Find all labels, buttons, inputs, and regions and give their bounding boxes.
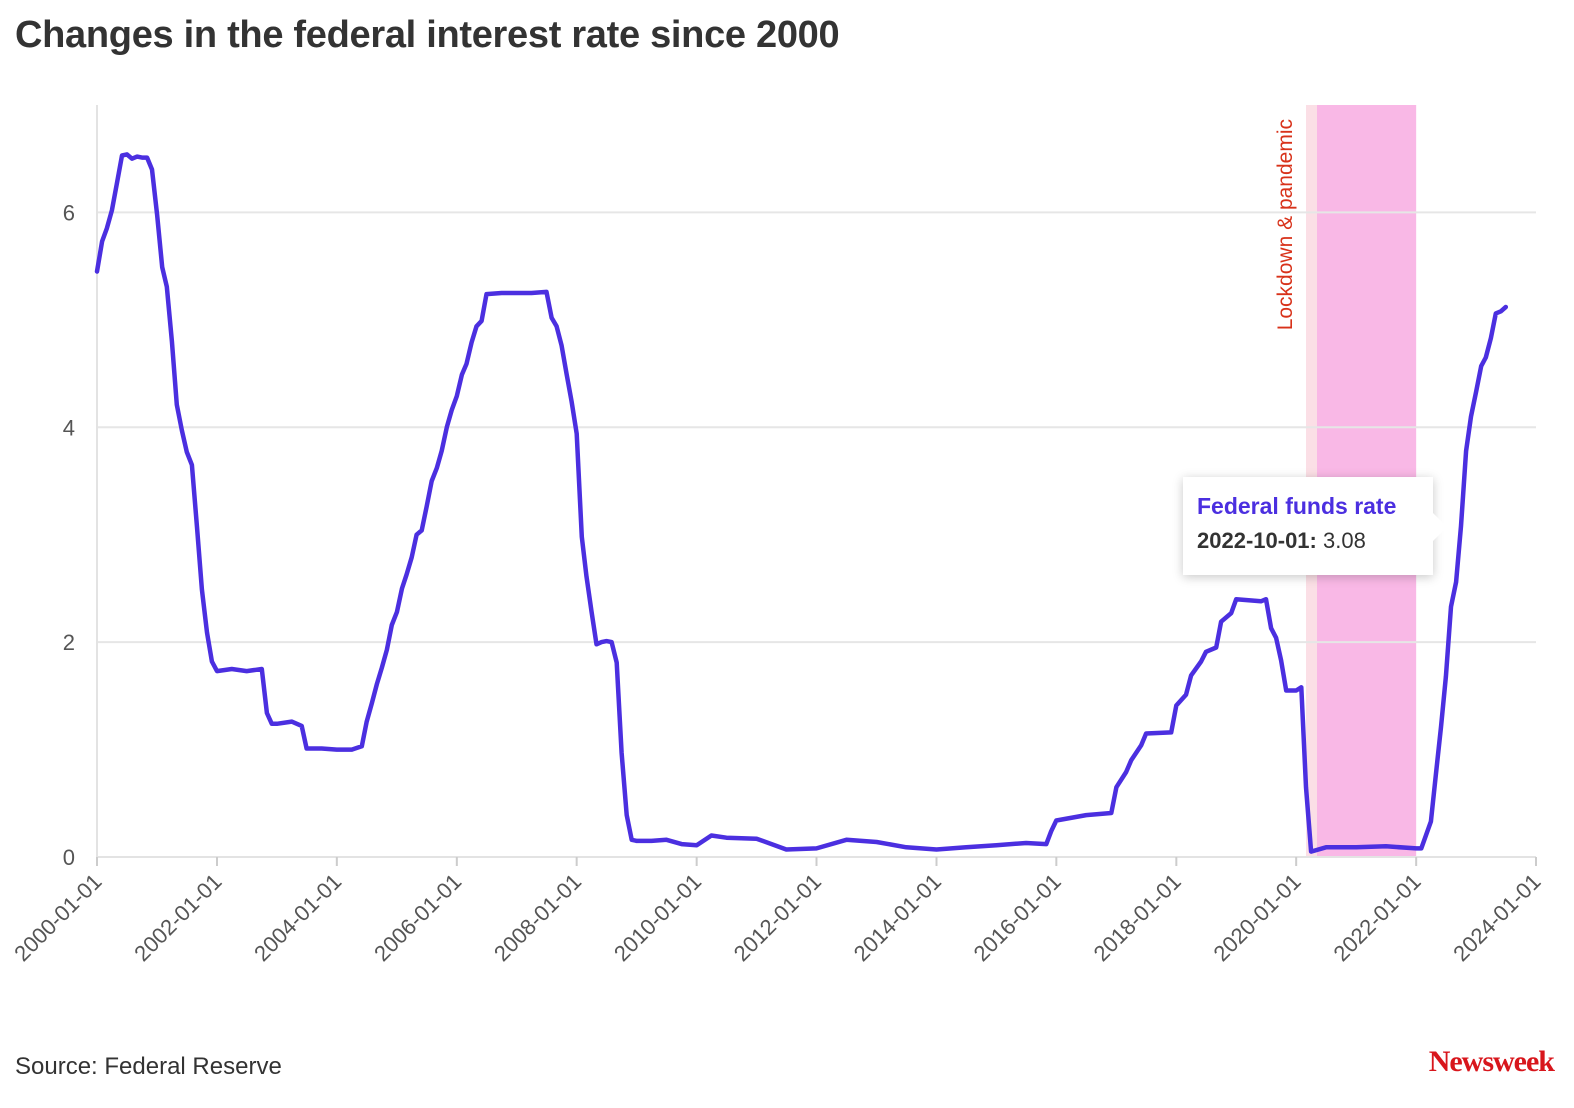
y-tick-label: 2: [63, 630, 75, 655]
tooltip: Federal funds rate 2022-10-01: 3.08: [1183, 477, 1447, 575]
source-note: Source: Federal Reserve: [15, 1053, 282, 1080]
x-tick-label: 2004-01-01: [249, 869, 346, 966]
x-tick-label: 2006-01-01: [369, 869, 466, 966]
y-tick-label: 0: [63, 845, 75, 870]
y-tick-label: 4: [63, 415, 75, 440]
chart-title: Changes in the federal interest rate sin…: [15, 14, 840, 56]
x-tick-label: 2000-01-01: [9, 869, 106, 966]
y-tick-label: 6: [63, 200, 75, 225]
series-line: [94, 152, 1509, 854]
x-tick-label: 2014-01-01: [849, 869, 946, 966]
x-tick-label: 2024-01-01: [1448, 869, 1545, 966]
x-tick-label: 2020-01-01: [1208, 869, 1305, 966]
x-tick-label: 2002-01-01: [129, 869, 226, 966]
tooltip-date: 2022-10-01:: [1197, 528, 1317, 553]
x-tick-label: 2016-01-01: [969, 869, 1066, 966]
tooltip-value-row: 2022-10-01: 3.08: [1197, 528, 1419, 554]
x-tick-label: 2022-01-01: [1328, 869, 1425, 966]
annotation-label: Lockdown & pandemic: [1274, 119, 1297, 330]
tooltip-series-name: Federal funds rate: [1197, 493, 1397, 519]
tooltip-value: 3.08: [1323, 528, 1366, 553]
x-tick-label: 2010-01-01: [609, 869, 706, 966]
series-layer: [94, 152, 1509, 854]
x-tick-label: 2012-01-01: [729, 869, 826, 966]
newsweek-logo[interactable]: Newsweek: [1428, 1045, 1555, 1078]
gridlines: [97, 211, 1536, 644]
x-tick-label: 2018-01-01: [1089, 869, 1186, 966]
x-tick-label: 2008-01-01: [489, 869, 586, 966]
